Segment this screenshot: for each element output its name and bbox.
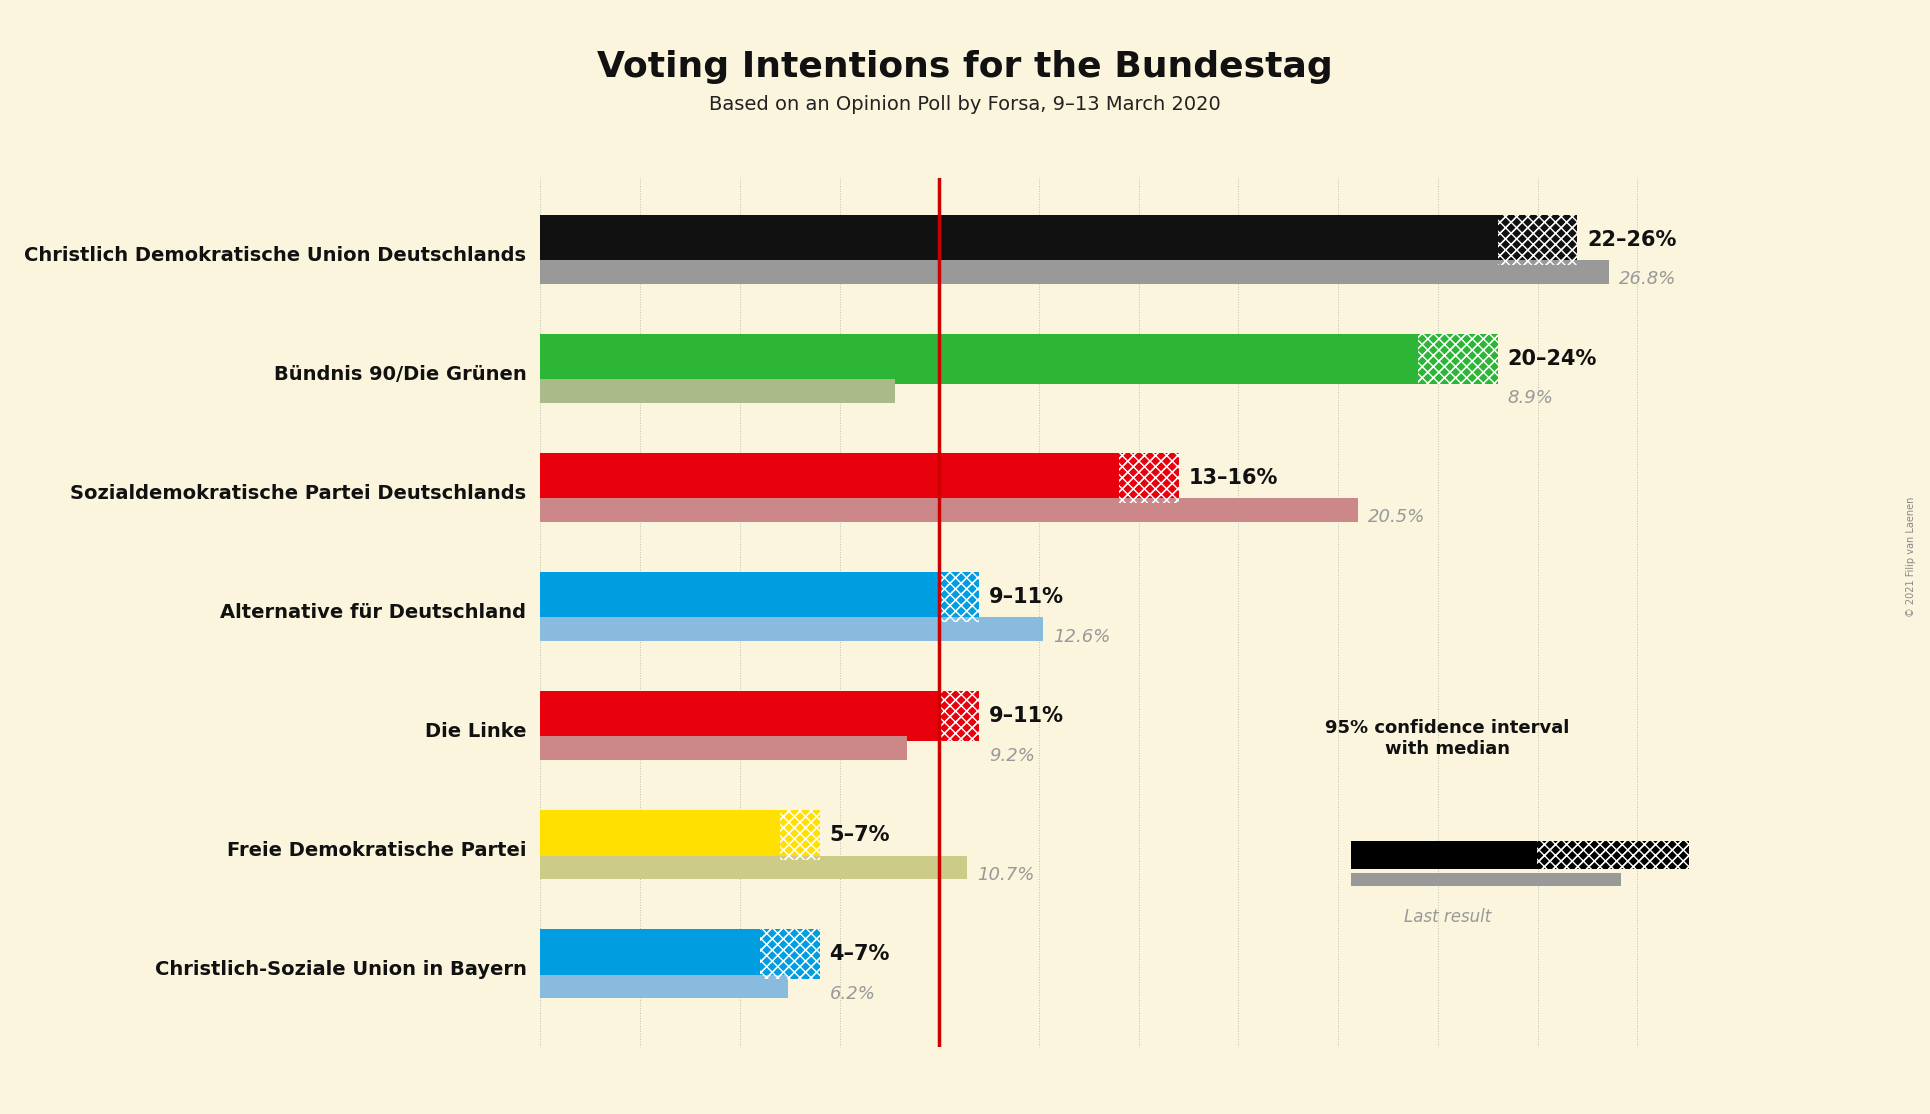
Text: 13–16%: 13–16% — [1189, 468, 1278, 488]
Text: 95% confidence interval
with median: 95% confidence interval with median — [1326, 719, 1569, 758]
Text: Die Linke: Die Linke — [425, 722, 527, 741]
Bar — [760, 929, 820, 979]
Text: 5–7%: 5–7% — [830, 825, 890, 846]
Bar — [540, 929, 760, 979]
Bar — [940, 573, 979, 623]
Text: Freie Demokratische Partei: Freie Demokratische Partei — [228, 841, 527, 860]
Text: Sozialdemokratische Partei Deutschlands: Sozialdemokratische Partei Deutschlands — [69, 485, 527, 504]
Bar — [1498, 215, 1577, 265]
Bar — [1419, 334, 1498, 384]
Text: 8.9%: 8.9% — [1507, 390, 1554, 408]
Bar — [540, 975, 787, 998]
Bar — [540, 453, 1119, 504]
Text: © 2021 Filip van Laenen: © 2021 Filip van Laenen — [1907, 497, 1916, 617]
Bar — [940, 573, 979, 623]
Text: 26.8%: 26.8% — [1619, 271, 1677, 289]
Bar — [1498, 215, 1577, 265]
Bar — [1536, 841, 1689, 869]
Bar — [540, 692, 940, 741]
Bar — [1351, 873, 1621, 886]
Bar — [760, 929, 820, 979]
Text: 9.2%: 9.2% — [988, 746, 1034, 764]
Text: Alternative für Deutschland: Alternative für Deutschland — [220, 603, 527, 623]
Bar — [1419, 334, 1498, 384]
Bar — [780, 810, 820, 860]
Bar — [1119, 453, 1179, 504]
Bar — [780, 810, 820, 860]
Text: 10.7%: 10.7% — [977, 866, 1034, 883]
Bar — [760, 929, 820, 979]
Bar — [540, 617, 1042, 642]
Bar — [940, 692, 979, 741]
Bar — [540, 334, 1419, 384]
Bar — [540, 856, 967, 879]
Bar — [540, 810, 780, 860]
Bar — [540, 736, 907, 760]
Text: Bündnis 90/Die Grünen: Bündnis 90/Die Grünen — [274, 365, 527, 384]
Text: 6.2%: 6.2% — [830, 985, 876, 1003]
Bar — [540, 215, 1498, 265]
Bar — [780, 810, 820, 860]
Text: Christlich Demokratische Union Deutschlands: Christlich Demokratische Union Deutschla… — [25, 246, 527, 265]
Text: 20.5%: 20.5% — [1368, 508, 1426, 527]
Bar — [940, 692, 979, 741]
Text: 9–11%: 9–11% — [988, 706, 1063, 726]
Bar — [1119, 453, 1179, 504]
Text: 22–26%: 22–26% — [1586, 231, 1677, 251]
Bar — [540, 573, 940, 623]
Bar — [1119, 453, 1179, 504]
Text: 4–7%: 4–7% — [830, 945, 890, 965]
Bar — [940, 573, 979, 623]
Text: Based on an Opinion Poll by Forsa, 9–13 March 2020: Based on an Opinion Poll by Forsa, 9–13 … — [708, 95, 1222, 114]
Bar — [1419, 334, 1498, 384]
Text: Christlich-Soziale Union in Bayern: Christlich-Soziale Union in Bayern — [154, 960, 527, 979]
Bar — [540, 498, 1359, 522]
Bar — [1536, 841, 1689, 869]
Text: Voting Intentions for the Bundestag: Voting Intentions for the Bundestag — [596, 50, 1334, 85]
Bar — [940, 692, 979, 741]
Bar — [540, 261, 1610, 284]
Text: Last result: Last result — [1403, 908, 1492, 926]
Text: 12.6%: 12.6% — [1054, 627, 1110, 645]
Bar — [540, 380, 896, 403]
Bar — [1498, 215, 1577, 265]
Text: 9–11%: 9–11% — [988, 587, 1063, 607]
Bar — [1351, 841, 1536, 869]
Text: 20–24%: 20–24% — [1507, 349, 1596, 369]
